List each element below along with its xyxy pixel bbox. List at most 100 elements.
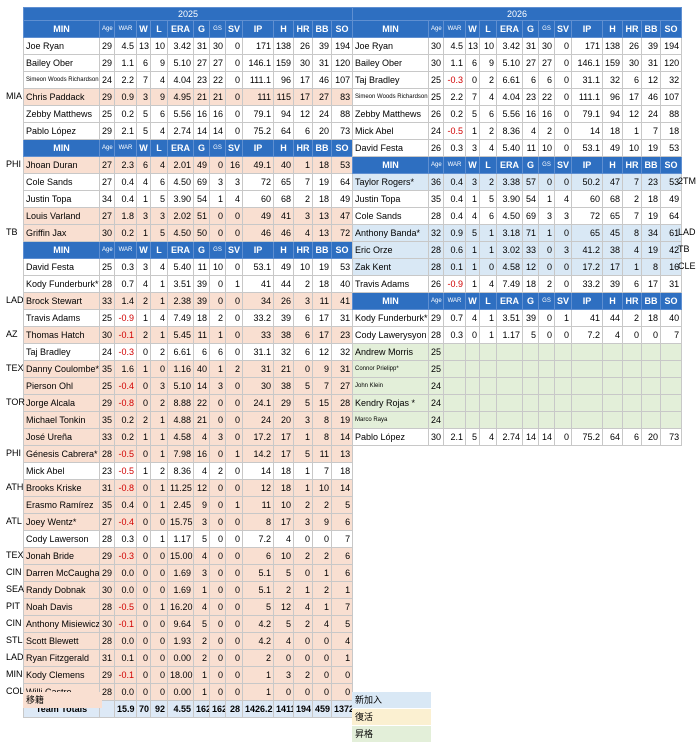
stat-cell: 28 (99, 598, 115, 616)
player-row: Bailey Ober 30 1.1 6 9 5.10 27 27 0 146.1 159 30 31 1… (352, 54, 683, 72)
stat-cell: 54 (193, 190, 210, 208)
stat-cell: 6 (522, 71, 539, 89)
stat-cell: 17 (293, 71, 313, 89)
stat-cell: 34 (641, 224, 661, 242)
stat-cell (554, 360, 572, 378)
player-row: Kody Clemens 29 -0.1 0 0 18.00 1 0 0 1 3 2 0 0 (23, 666, 354, 684)
stat-cell: -0.1 (114, 615, 137, 633)
stat-cell: 17.2 (571, 258, 603, 276)
stat-cell: 2 (293, 275, 313, 293)
column-header: G (522, 20, 539, 38)
stat-cell: 6.61 (167, 343, 194, 361)
column-header: GS (209, 20, 226, 38)
column-header: Age (99, 139, 115, 157)
stat-cell: 111.1 (571, 88, 603, 106)
stat-cell: 162 (193, 700, 210, 718)
stat-cell: 8 (242, 513, 274, 531)
column-header: GS (538, 292, 555, 310)
stat-cell: 4 (554, 190, 572, 208)
stat-cell: 0 (150, 581, 168, 599)
stat-cell: 31 (99, 649, 115, 667)
player-row: Simeon Woods Richardson 25 2.2 7 4 4.04 23 22 0 1… (352, 88, 683, 106)
stat-cell: 24 (428, 122, 444, 140)
stat-cell (479, 343, 497, 361)
stat-cell: 2.2 (443, 88, 466, 106)
stat-cell: 5 (136, 122, 151, 140)
stat-cell: 19 (330, 411, 354, 429)
column-header: H (273, 139, 294, 157)
stat-cell: 31.1 (242, 343, 274, 361)
stat-cell: 5.56 (496, 105, 523, 123)
column-header: IP (242, 139, 274, 157)
stat-cell (479, 377, 497, 395)
stat-cell: 0 (225, 649, 243, 667)
column-header: HR (622, 20, 642, 38)
stat-cell (554, 343, 572, 361)
stat-cell: 0 (136, 615, 151, 633)
stat-cell: 159 (602, 54, 623, 72)
stat-cell: 3.51 (167, 275, 194, 293)
player-name: Taj Bradley (23, 343, 100, 361)
team-abbrev-label: AZ (6, 329, 18, 339)
stat-cell: 1.93 (167, 632, 194, 650)
stat-cell: 3 (554, 241, 572, 259)
column-header: SO (659, 292, 683, 310)
stat-cell: 7 (330, 598, 354, 616)
player-row: Randy Dobnak 30 0.0 0 0 1.69 1 0 0 5.1 2 1 2 1 (23, 581, 354, 599)
stat-cell: 21 (193, 411, 210, 429)
stat-cell: 8.36 (167, 462, 194, 480)
team-abbrev-label: MIN (6, 669, 23, 679)
stat-cell: 6 (330, 513, 354, 531)
team-abbrev-label: CIN (6, 618, 22, 628)
stat-cell: 3.51 (496, 309, 523, 327)
stat-cell: 459 (312, 700, 332, 718)
stat-cell: 1.16 (167, 360, 194, 378)
team-abbrev-label: LAD (6, 295, 24, 305)
column-header: W (465, 20, 480, 38)
stat-cell: 15.9 (114, 700, 137, 718)
stat-cell: 6 (150, 105, 168, 123)
stat-cell: 4 (602, 326, 623, 344)
stat-cell: 3 (193, 564, 210, 582)
stat-cell: 69 (193, 173, 210, 191)
column-header: MIN (352, 156, 429, 174)
stat-cell: 0.4 (114, 173, 137, 191)
stat-cell: 0 (554, 88, 572, 106)
stat-cell: 16 (193, 105, 210, 123)
stat-cell: 0 (209, 479, 226, 497)
stat-cell: 26 (273, 292, 294, 310)
stat-cell: 30 (428, 54, 444, 72)
stat-cell: 3 (293, 292, 313, 310)
stat-cell: 50 (193, 224, 210, 242)
stat-cell: 0 (150, 564, 168, 582)
stat-cell: 25 (99, 105, 115, 123)
stat-cell: -0.5 (443, 122, 466, 140)
stat-cell: -0.3 (443, 71, 466, 89)
player-name: Justin Topa (23, 190, 100, 208)
player-name: Joey Wentz* (23, 513, 100, 531)
stat-cell: 0 (554, 275, 572, 293)
stat-cell: 4 (136, 275, 151, 293)
stat-cell: 57 (522, 173, 539, 191)
stat-cell: 0 (225, 122, 243, 140)
column-header: IP (571, 156, 603, 174)
stat-cell: 64 (273, 122, 294, 140)
stat-cell: 11.25 (167, 479, 194, 497)
team-abbrev-label: MIA (6, 91, 23, 101)
stat-cell: 0 (554, 224, 572, 242)
stat-cell: 12 (641, 71, 661, 89)
stat-cell: 0.1 (443, 258, 466, 276)
team-abbrev-label: COL (6, 686, 25, 696)
team-abbrev-label: ATH (6, 482, 24, 492)
stat-cell: 0 (273, 649, 294, 667)
stat-cell: 0 (209, 649, 226, 667)
column-header: Age (428, 292, 444, 310)
stat-cell: 2.38 (167, 292, 194, 310)
stat-cell: 138 (273, 37, 294, 55)
stat-cell: 31.1 (571, 71, 603, 89)
stat-cell: 3 (136, 207, 151, 225)
column-header: GS (209, 241, 226, 259)
stat-cell (538, 343, 555, 361)
stat-cell: 0 (150, 360, 168, 378)
stat-cell (641, 394, 661, 412)
